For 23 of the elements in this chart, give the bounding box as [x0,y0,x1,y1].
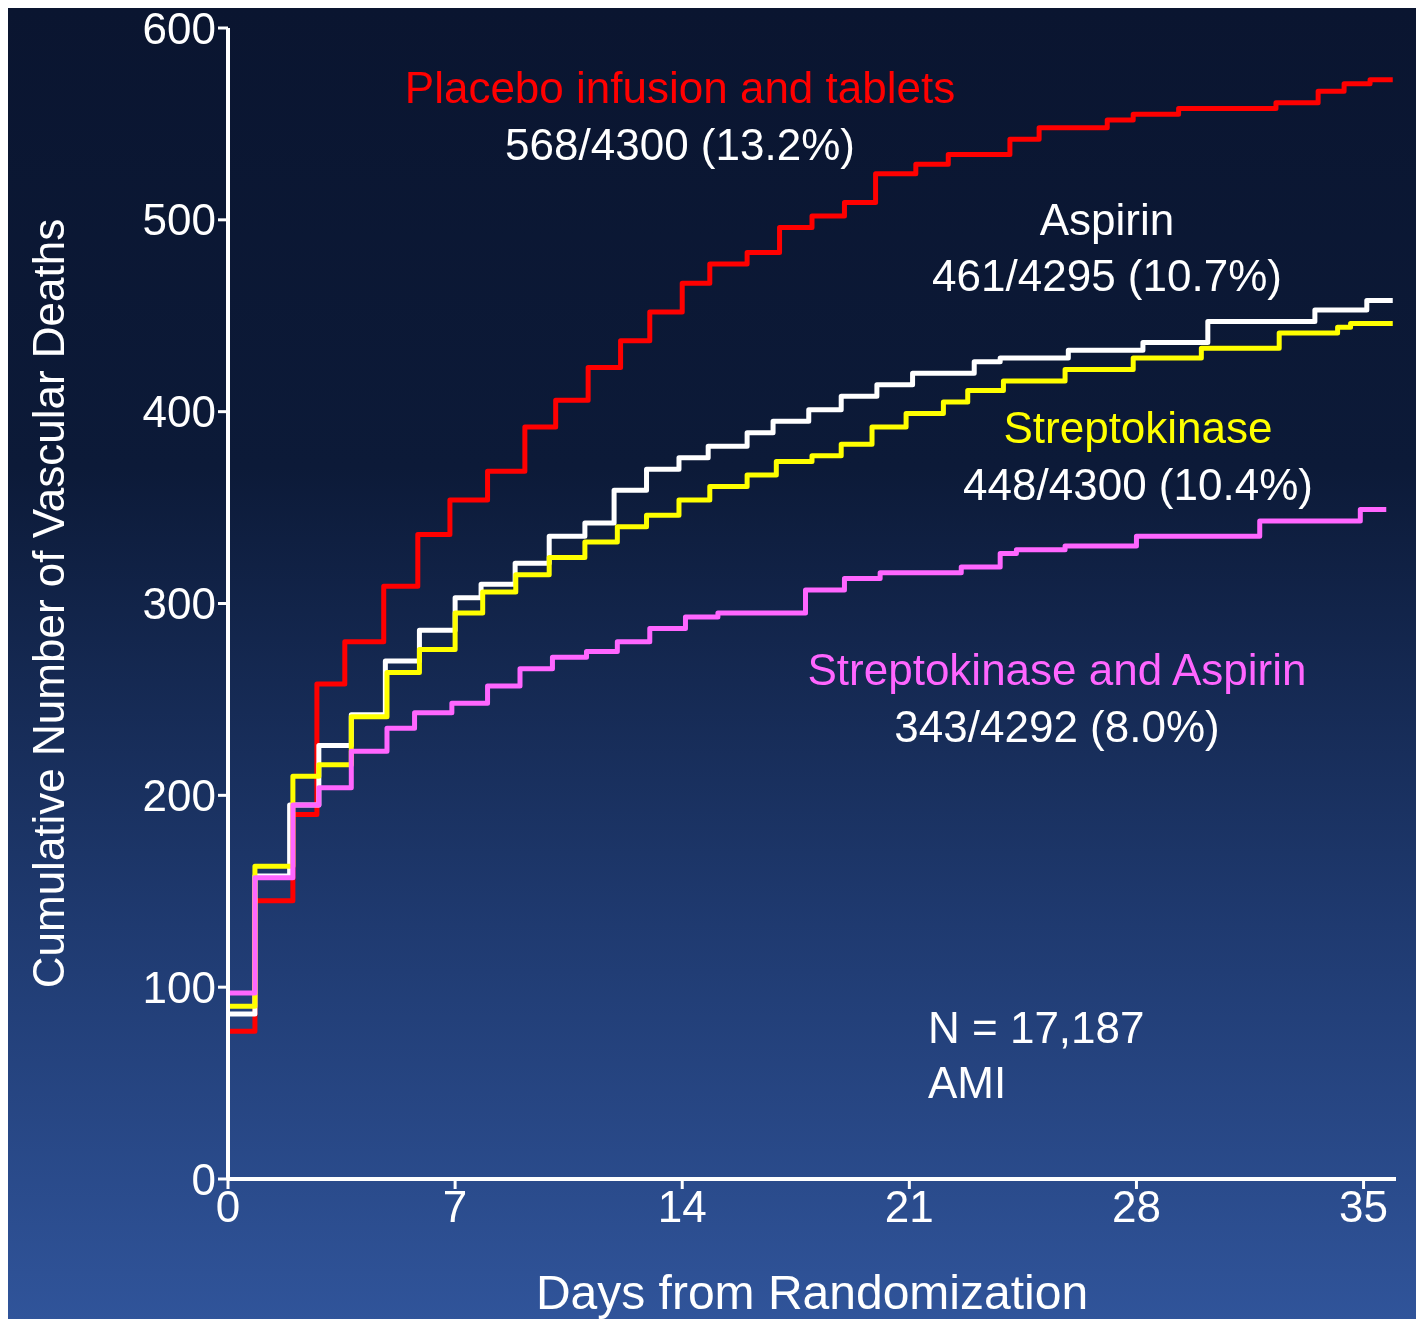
series-label: Placebo infusion and tablets [404,63,956,113]
x-tick-label: 35 [1339,1182,1389,1232]
annotation: AMI [928,1058,1007,1108]
series-label: Streptokinase and Aspirin [807,645,1307,695]
y-tick-label: 400 [142,387,216,437]
x-tick-label: 14 [657,1182,707,1232]
series-label: Streptokinase [1003,403,1273,453]
x-tick-label: 21 [884,1182,934,1232]
y-tick-label: 200 [142,770,216,820]
y-axis-title: Cumulative Number of Vascular Deaths [23,218,73,989]
annotation: 568/4300 (13.2%) [505,120,855,170]
x-axis-title: Days from Randomization [535,1266,1089,1319]
y-tick-label: 300 [142,579,216,629]
annotation: 448/4300 (10.4%) [963,460,1313,510]
y-tick-label: 500 [142,195,216,245]
annotation: 461/4295 (10.7%) [932,251,1282,301]
x-tick-label: 7 [442,1182,468,1232]
series-label: Aspirin [1039,195,1175,245]
y-tick-label: 100 [142,962,216,1012]
x-tick-label: 28 [1111,1182,1161,1232]
annotation: 343/4292 (8.0%) [894,702,1220,752]
y-tick-label: 600 [142,3,216,53]
annotation: N = 17,187 [928,1003,1145,1053]
